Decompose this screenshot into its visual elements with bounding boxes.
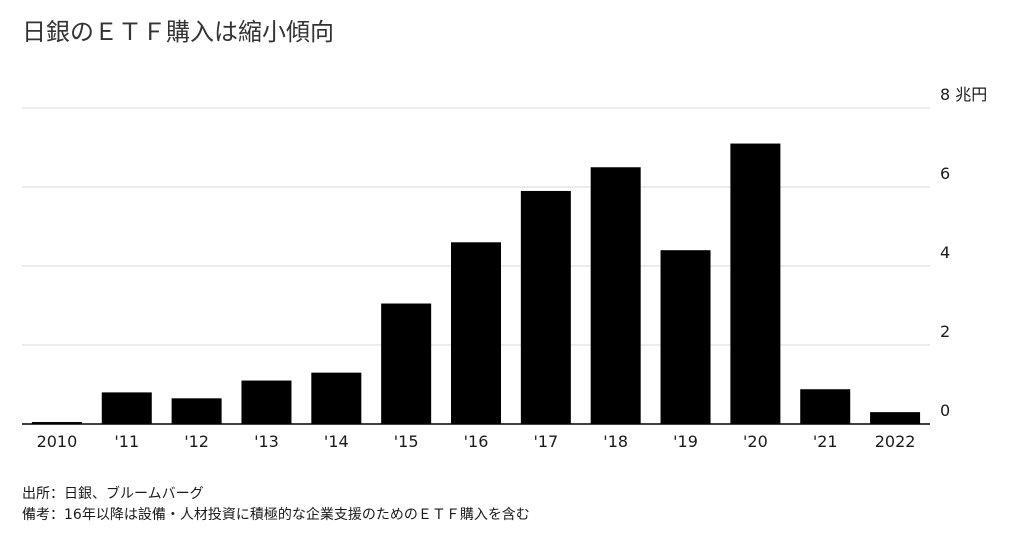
remark-note: 備考：16年以降は設備・人材投資に積極的な企業支援のためのＥＴＦ購入を含む bbox=[22, 507, 530, 523]
bar bbox=[730, 143, 781, 425]
x-tick-label: '17 bbox=[533, 432, 558, 451]
y-tick-label: 0 bbox=[940, 401, 950, 420]
x-tick-label: 2022 bbox=[875, 432, 916, 451]
bar bbox=[171, 398, 222, 424]
source-note: 出所：日銀、ブルームバーグ bbox=[22, 486, 204, 502]
x-tick-label: '18 bbox=[603, 432, 628, 451]
bar bbox=[590, 167, 641, 424]
x-tick-label: '16 bbox=[464, 432, 489, 451]
bar bbox=[800, 389, 851, 424]
y-tick-label: 6 bbox=[940, 164, 950, 183]
x-tick-label: '20 bbox=[743, 432, 768, 451]
bar bbox=[660, 250, 711, 424]
x-tick-label: '15 bbox=[394, 432, 419, 451]
bar bbox=[101, 392, 152, 424]
x-tick-label: '14 bbox=[324, 432, 349, 451]
x-tick-label: '11 bbox=[114, 432, 139, 451]
bar bbox=[451, 242, 501, 424]
y-tick-label: 8 兆円 bbox=[940, 85, 987, 104]
y-tick-labels: 0 2 4 6 8 兆円 bbox=[940, 85, 987, 420]
bar bbox=[870, 412, 921, 424]
footnotes: 出所：日銀、ブルームバーグ 備考：16年以降は設備・人材投資に積極的な企業支援の… bbox=[22, 484, 530, 526]
x-tick-label: '19 bbox=[673, 432, 698, 451]
x-tick-label: 2010 bbox=[37, 432, 78, 451]
bar bbox=[381, 303, 432, 424]
bar bbox=[241, 380, 292, 424]
bar-chart: 2010'11'12'13'14'15'16'17'18'19'20'21 202… bbox=[22, 85, 987, 451]
x-tick-label: '13 bbox=[254, 432, 279, 451]
bars bbox=[31, 143, 921, 425]
y-tick-label: 4 bbox=[940, 243, 950, 262]
bar bbox=[311, 372, 362, 424]
bar bbox=[520, 190, 571, 424]
chart-title: 日銀のＥＴＦ購入は縮小傾向 bbox=[22, 18, 334, 46]
x-tick-label: '21 bbox=[813, 432, 838, 451]
x-tick-label: '12 bbox=[184, 432, 209, 451]
x-tick-labels: 2010 '11 '12 '13 '14 '15 '16 '17 '18 '19 '20 '21 202… bbox=[37, 432, 916, 451]
bar bbox=[31, 422, 82, 424]
y-tick-label: 2 bbox=[940, 322, 950, 341]
